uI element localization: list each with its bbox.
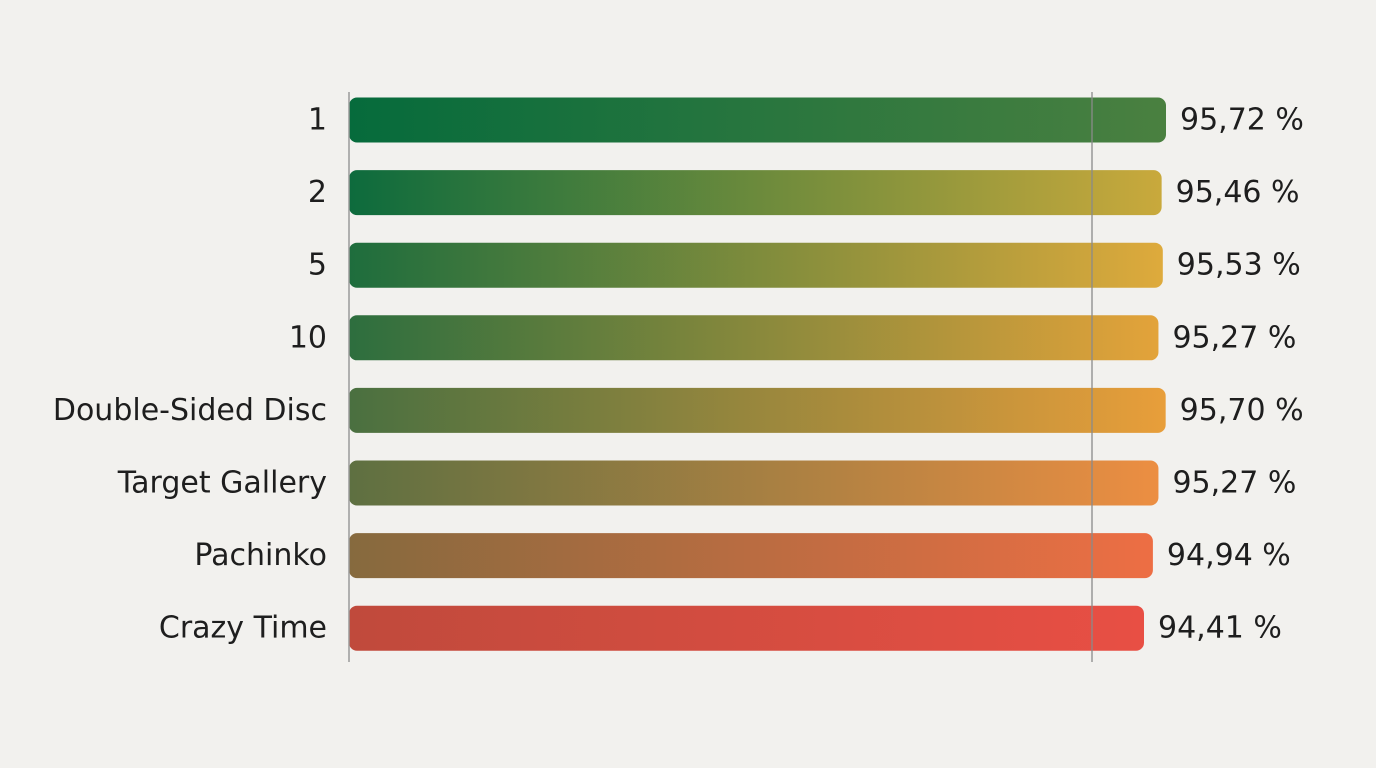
category-label-6: Pachinko [194, 538, 327, 573]
bar-7 [349, 605, 1144, 651]
value-label-1: 95,46 % [1176, 175, 1300, 210]
bar-4 [349, 387, 1166, 433]
category-label-5: Target Gallery [117, 466, 327, 501]
value-labels-group: 95,72 % 95,46 % 95,53 % 95,27 % 95,70 % 95,27… [1158, 103, 1304, 646]
bar-2 [349, 242, 1163, 288]
bar-5 [349, 460, 1159, 506]
value-label-0: 95,72 % [1180, 103, 1304, 138]
bar-6 [349, 533, 1153, 579]
value-label-5: 95,27 % [1172, 466, 1296, 501]
category-label-2: 5 [308, 248, 327, 283]
value-label-7: 94,41 % [1158, 611, 1282, 646]
category-label-0: 1 [308, 103, 327, 138]
value-label-4: 95,70 % [1180, 393, 1304, 428]
value-label-2: 95,53 % [1177, 248, 1301, 283]
category-label-3: 10 [289, 320, 327, 355]
category-labels-group: 1 2 5 10 Double-Sided Disc Target Gallery Pach… [53, 103, 327, 646]
category-label-4: Double-Sided Disc [53, 393, 327, 428]
category-label-1: 2 [308, 175, 327, 210]
bars-group [349, 97, 1166, 651]
value-label-6: 94,94 % [1167, 538, 1291, 573]
bar-0 [349, 97, 1166, 143]
bar-3 [349, 315, 1159, 361]
bar-1 [349, 170, 1162, 216]
value-label-3: 95,27 % [1172, 320, 1296, 355]
category-label-7: Crazy Time [159, 611, 327, 646]
